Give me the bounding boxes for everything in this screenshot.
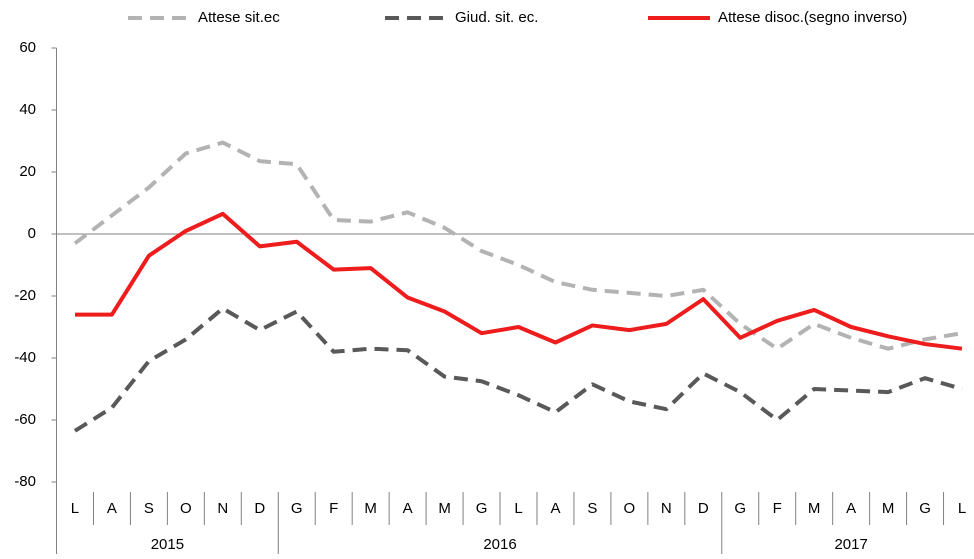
x-tick-label: S xyxy=(587,500,597,517)
x-tick-label: N xyxy=(661,500,672,517)
y-tick-label: -80 xyxy=(14,473,36,490)
x-tick-label: F xyxy=(329,500,338,517)
x-tick-label: A xyxy=(403,500,413,517)
legend-label: Attese sit.ec xyxy=(198,9,280,26)
x-tick-label: M xyxy=(808,500,821,517)
year-label: 2015 xyxy=(151,536,184,553)
x-tick-label: D xyxy=(254,500,265,517)
x-tick-label: G xyxy=(291,500,303,517)
x-tick-label: A xyxy=(846,500,856,517)
y-tick-label: -20 xyxy=(14,287,36,304)
year-label: 2017 xyxy=(834,536,867,553)
y-tick-label: 40 xyxy=(19,101,36,118)
series-line xyxy=(74,211,963,351)
y-tick-label: -40 xyxy=(14,349,36,366)
x-tick-label: O xyxy=(180,500,192,517)
x-tick-label: M xyxy=(364,500,377,517)
x-tick-label: N xyxy=(217,500,228,517)
year-label: 2016 xyxy=(483,536,516,553)
series-line xyxy=(73,306,963,433)
x-tick-label: A xyxy=(550,500,560,517)
y-tick-label: -60 xyxy=(14,411,36,428)
series-line xyxy=(73,140,963,351)
legend-label: Giud. sit. ec. xyxy=(455,9,538,26)
y-tick-label: 20 xyxy=(19,163,36,180)
x-tick-label: M xyxy=(882,500,895,517)
x-tick-label: A xyxy=(107,500,117,517)
legend-label: Attese disoc.(segno inverso) xyxy=(718,9,907,26)
x-tick-label: L xyxy=(958,500,966,517)
x-tick-label: L xyxy=(514,500,522,517)
x-tick-label: F xyxy=(773,500,782,517)
x-tick-label: G xyxy=(476,500,488,517)
x-tick-label: G xyxy=(734,500,746,517)
x-tick-label: G xyxy=(919,500,931,517)
x-tick-label: O xyxy=(624,500,636,517)
x-tick-label: L xyxy=(71,500,79,517)
x-tick-label: D xyxy=(698,500,709,517)
y-tick-label: 60 xyxy=(19,39,36,56)
x-tick-label: M xyxy=(438,500,451,517)
x-tick-label: S xyxy=(144,500,154,517)
y-tick-label: 0 xyxy=(28,225,36,242)
